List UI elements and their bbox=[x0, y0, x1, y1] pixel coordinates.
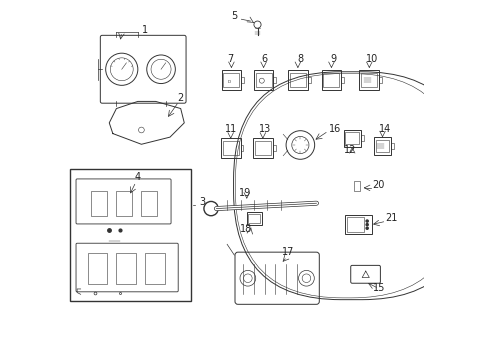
Text: 6: 6 bbox=[262, 54, 268, 64]
Bar bbox=[92, 191, 107, 216]
Bar bbox=[288, 70, 308, 90]
Text: 12: 12 bbox=[343, 145, 356, 155]
Bar bbox=[347, 217, 364, 232]
Circle shape bbox=[366, 224, 368, 226]
Text: 5: 5 bbox=[231, 11, 238, 21]
Bar bbox=[254, 70, 273, 90]
Bar bbox=[117, 253, 136, 284]
Bar bbox=[88, 253, 107, 284]
Bar bbox=[221, 70, 241, 90]
Bar bbox=[341, 77, 344, 83]
Bar bbox=[345, 132, 359, 144]
Text: 14: 14 bbox=[379, 124, 392, 134]
Bar bbox=[354, 181, 360, 191]
Bar bbox=[70, 169, 192, 301]
Text: 21: 21 bbox=[385, 213, 397, 223]
Bar bbox=[223, 73, 240, 87]
Bar bbox=[379, 77, 382, 83]
Bar bbox=[145, 253, 165, 284]
Bar bbox=[142, 191, 157, 216]
Text: 10: 10 bbox=[366, 54, 378, 64]
Circle shape bbox=[366, 220, 368, 222]
Bar bbox=[361, 135, 364, 141]
Bar bbox=[255, 141, 271, 155]
Circle shape bbox=[366, 227, 368, 229]
Bar bbox=[247, 212, 262, 225]
Text: 17: 17 bbox=[282, 247, 294, 257]
Bar bbox=[241, 145, 244, 151]
Bar bbox=[308, 77, 311, 83]
Bar bbox=[361, 73, 377, 87]
Bar bbox=[256, 73, 271, 87]
Bar bbox=[374, 138, 391, 155]
Bar bbox=[117, 191, 132, 216]
Bar bbox=[391, 143, 394, 149]
Bar bbox=[290, 73, 306, 87]
Bar bbox=[273, 77, 276, 83]
Text: 9: 9 bbox=[331, 54, 337, 64]
Text: 13: 13 bbox=[259, 124, 271, 134]
Bar bbox=[360, 70, 379, 90]
Bar bbox=[222, 141, 239, 155]
Bar bbox=[221, 138, 241, 158]
Text: 18: 18 bbox=[240, 224, 252, 234]
Bar bbox=[343, 130, 361, 147]
Text: 1: 1 bbox=[142, 25, 148, 35]
Text: 16: 16 bbox=[329, 124, 341, 134]
Text: 4: 4 bbox=[135, 172, 141, 182]
Text: 3: 3 bbox=[199, 197, 205, 207]
Text: D: D bbox=[228, 80, 231, 84]
Text: 2: 2 bbox=[177, 93, 184, 103]
Bar bbox=[345, 215, 372, 234]
Text: 8: 8 bbox=[297, 54, 303, 64]
Bar bbox=[321, 70, 341, 90]
Bar bbox=[253, 138, 272, 158]
Text: 20: 20 bbox=[372, 180, 384, 190]
Text: 11: 11 bbox=[224, 124, 237, 134]
Bar bbox=[272, 145, 275, 151]
Bar bbox=[376, 140, 390, 152]
Bar bbox=[241, 77, 244, 83]
Text: 7: 7 bbox=[227, 54, 234, 64]
Text: 15: 15 bbox=[373, 283, 385, 293]
Bar bbox=[323, 73, 340, 87]
Bar bbox=[248, 213, 260, 223]
Text: 19: 19 bbox=[239, 188, 251, 198]
